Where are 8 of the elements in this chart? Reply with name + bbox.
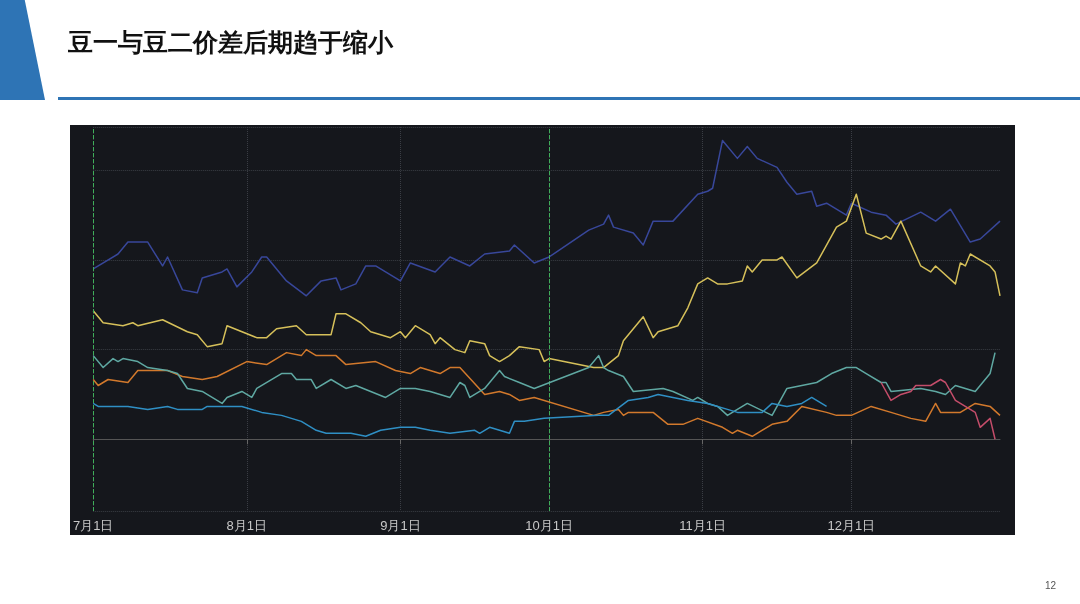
x-tick-label: 11月1日 bbox=[679, 518, 727, 533]
chart-title: 豆一与豆二价差后期趋于缩小 bbox=[68, 27, 393, 58]
x-tick-label: 10月1日 bbox=[525, 518, 573, 533]
text: 12 bbox=[1044, 580, 1056, 591]
x-tick-label: 7月1日 bbox=[73, 518, 114, 533]
x-tick-label: 12月1日 bbox=[827, 518, 876, 533]
x-tick-label: 9月1日 bbox=[380, 518, 421, 533]
x-tick-label: 8月1日 bbox=[226, 518, 268, 533]
